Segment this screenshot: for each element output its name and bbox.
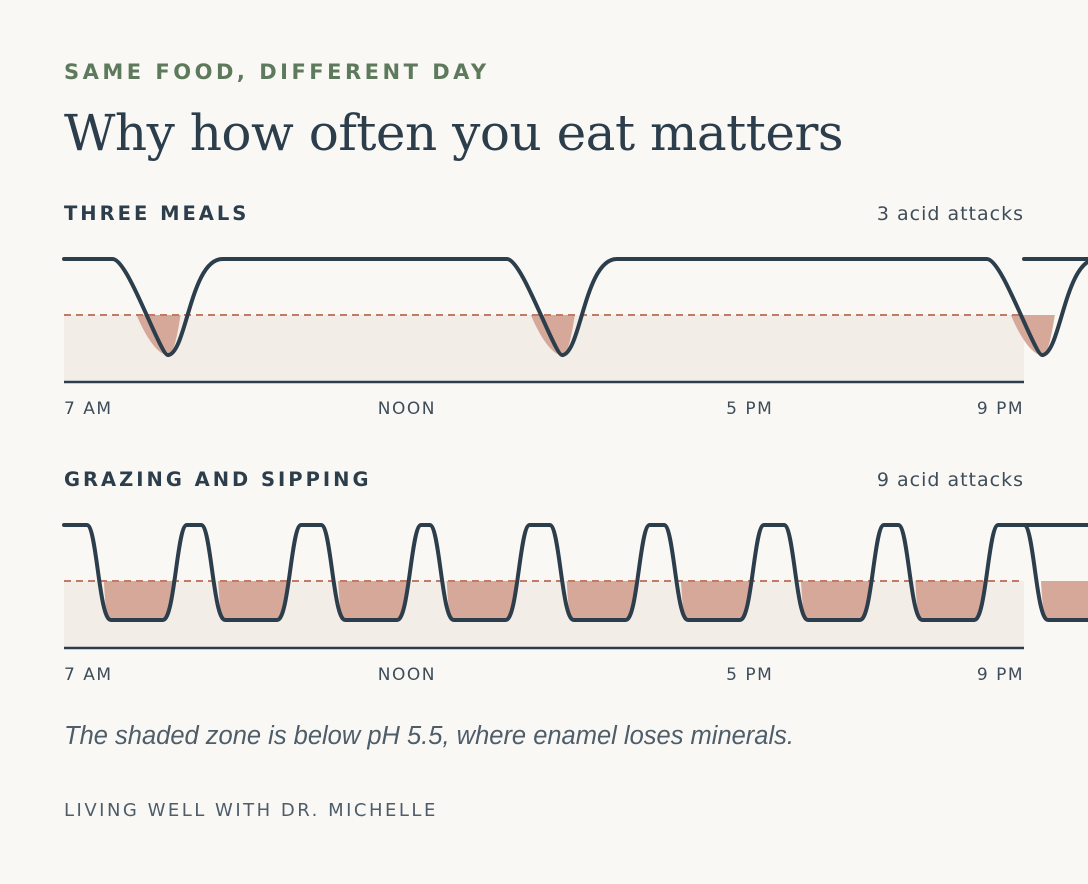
- acid-fills: [136, 315, 1055, 356]
- acid-attack-fill: [1010, 315, 1055, 356]
- acid-attack-fill: [218, 581, 288, 620]
- acid-zone: [64, 581, 1024, 648]
- acid-attack-fill: [915, 581, 985, 620]
- acid-attack-fill: [136, 315, 181, 356]
- acid-attack-fill: [566, 581, 636, 620]
- acid-attack-fill: [681, 581, 750, 620]
- x-tick-label: 9 PM: [977, 665, 1024, 685]
- x-tick-label: 9 PM: [977, 399, 1024, 419]
- chart-2-title: GRAZING AND SIPPING: [64, 468, 372, 491]
- x-tick-label: 5 PM: [726, 665, 773, 685]
- chart-1-title: THREE MEALS: [64, 202, 250, 225]
- footer-credit: LIVING WELL WITH DR. MICHELLE: [64, 800, 438, 821]
- acid-attack-fill: [530, 315, 575, 356]
- chart-2-count: 9 acid attacks: [876, 469, 1024, 491]
- x-tick-label: 5 PM: [726, 399, 773, 419]
- x-tick-label: 7 AM: [64, 665, 113, 685]
- acid-attack-fill: [801, 581, 870, 620]
- x-tick-label: NOON: [378, 665, 436, 685]
- acid-attack-fill: [338, 581, 408, 620]
- x-tick-label: NOON: [378, 399, 436, 419]
- caption-note: The shaded zone is below pH 5.5, where e…: [64, 722, 794, 750]
- chart-grazing-and-sipping: 7 AM NOON 5 PM 9 PM: [62, 523, 1088, 685]
- eyebrow: SAME FOOD, DIFFERENT DAY: [64, 60, 490, 84]
- page-title: Why how often you eat matters: [64, 104, 844, 162]
- ph-line: [62, 523, 1088, 622]
- chart-1-count: 3 acid attacks: [876, 203, 1024, 225]
- ph-line: [62, 257, 1088, 358]
- acid-attack-fill: [446, 581, 516, 620]
- acid-attack-fill: [103, 581, 173, 620]
- chart-three-meals: 7 AM NOON 5 PM 9 PM: [62, 257, 1088, 419]
- x-tick-label: 7 AM: [64, 399, 113, 419]
- acid-fills: [103, 581, 1088, 620]
- acid-attack-fill: [1041, 581, 1088, 620]
